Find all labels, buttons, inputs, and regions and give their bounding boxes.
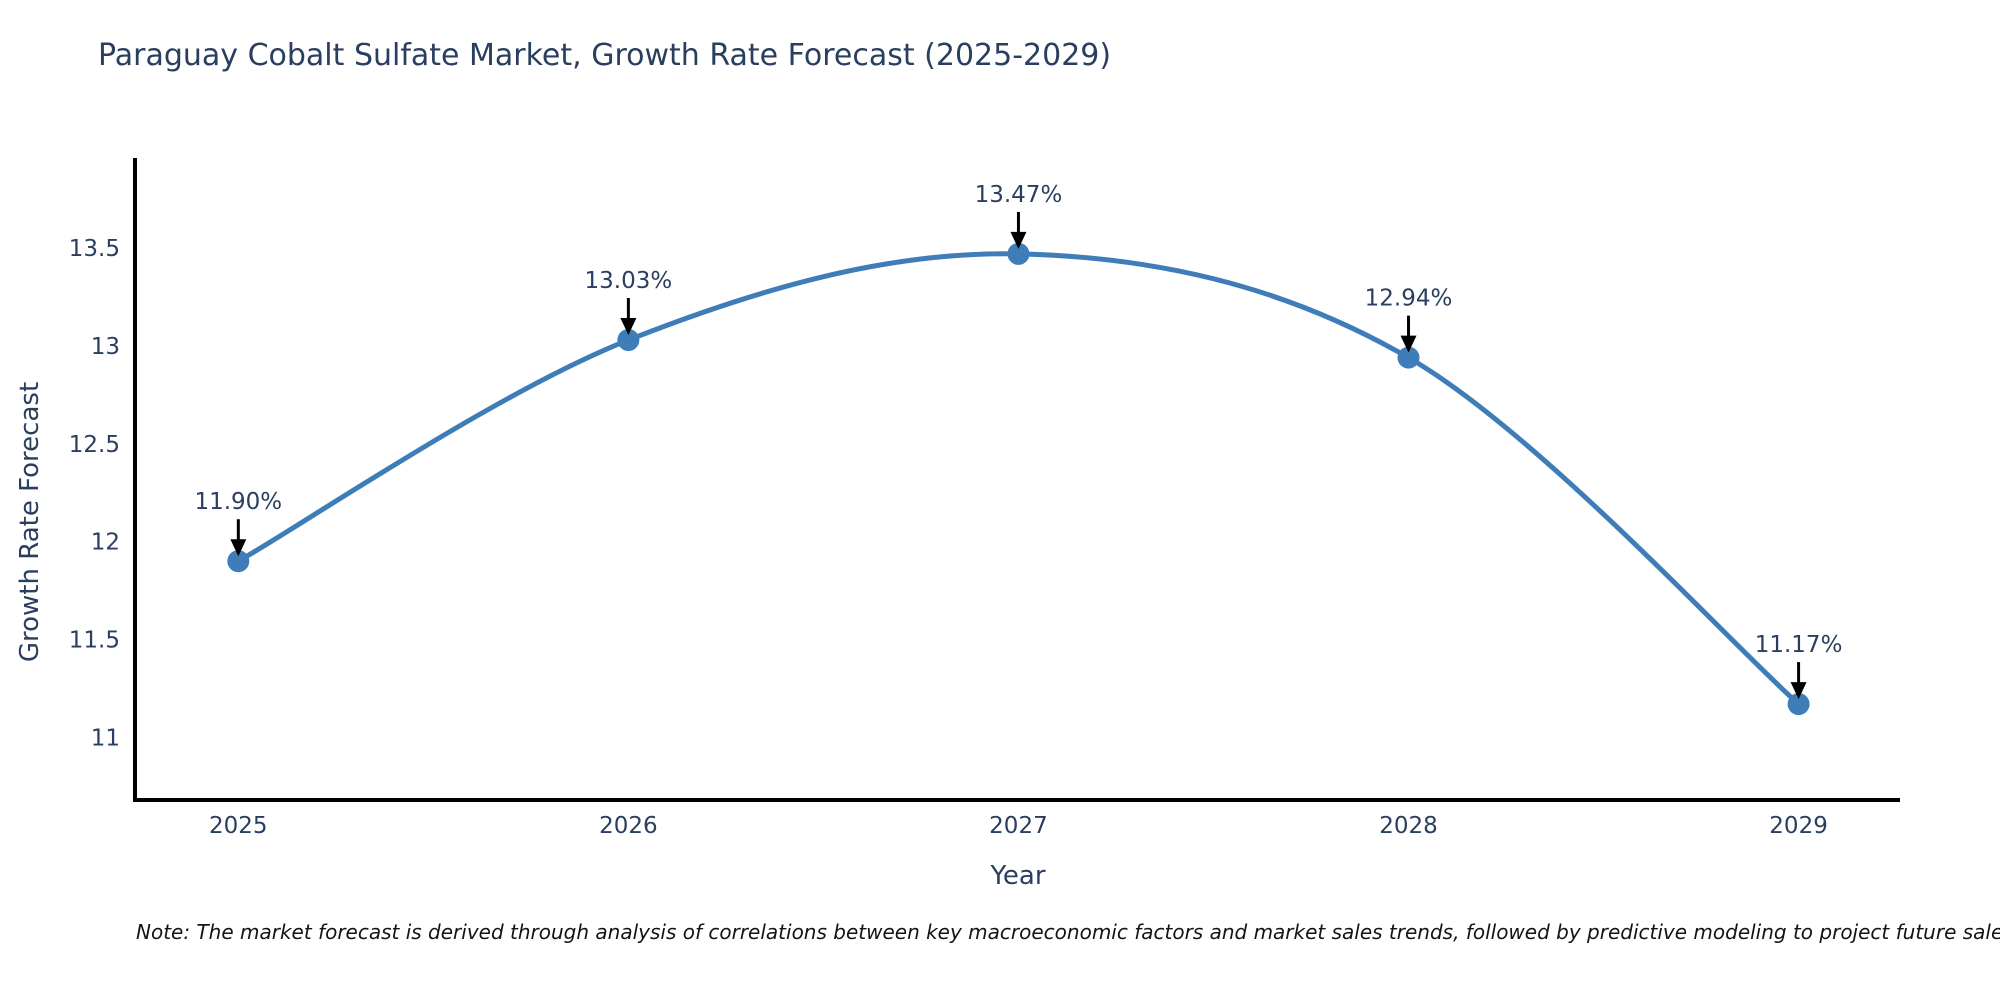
annotation-arrow-head xyxy=(620,318,637,336)
data-point-marker[interactable] xyxy=(617,329,640,352)
annotation-arrow-head xyxy=(1010,231,1027,249)
annotation-label: 11.17% xyxy=(1755,632,1843,658)
chart-title: Paraguay Cobalt Sulfate Market, Growth R… xyxy=(98,38,1112,73)
annotation-arrow-head xyxy=(230,539,247,557)
y-axis-title: Growth Rate Forecast xyxy=(15,381,45,663)
trend-line xyxy=(235,251,1802,707)
y-tick-label: 12.5 xyxy=(69,432,120,458)
x-tick-label: 2027 xyxy=(989,813,1048,839)
x-tick-label: 2029 xyxy=(1769,813,1828,839)
annotation-arrow-head xyxy=(1400,335,1417,353)
x-tick-label: 2026 xyxy=(599,813,658,839)
data-point-marker[interactable] xyxy=(227,550,250,573)
y-tick-label: 13.5 xyxy=(69,236,120,262)
annotation-label: 11.90% xyxy=(194,489,282,515)
data-point-marker[interactable] xyxy=(1007,242,1030,265)
x-axis-title: Year xyxy=(990,861,1046,891)
data-point-marker[interactable] xyxy=(1397,346,1420,369)
y-tick-label: 11.5 xyxy=(69,628,120,654)
annotation-label: 13.47% xyxy=(975,182,1063,208)
annotation-label: 12.94% xyxy=(1365,286,1453,312)
annotation-label: 13.03% xyxy=(585,268,673,294)
y-tick-label: 11 xyxy=(91,725,120,751)
x-tick-label: 2028 xyxy=(1379,813,1438,839)
y-tick-label: 12 xyxy=(91,530,120,556)
annotation-arrow-head xyxy=(1790,682,1807,700)
data-point-marker[interactable] xyxy=(1787,693,1810,716)
y-tick-label: 13 xyxy=(91,334,120,360)
x-tick-label: 2025 xyxy=(209,813,268,839)
footnote: Note: The market forecast is derived thr… xyxy=(136,920,2000,944)
